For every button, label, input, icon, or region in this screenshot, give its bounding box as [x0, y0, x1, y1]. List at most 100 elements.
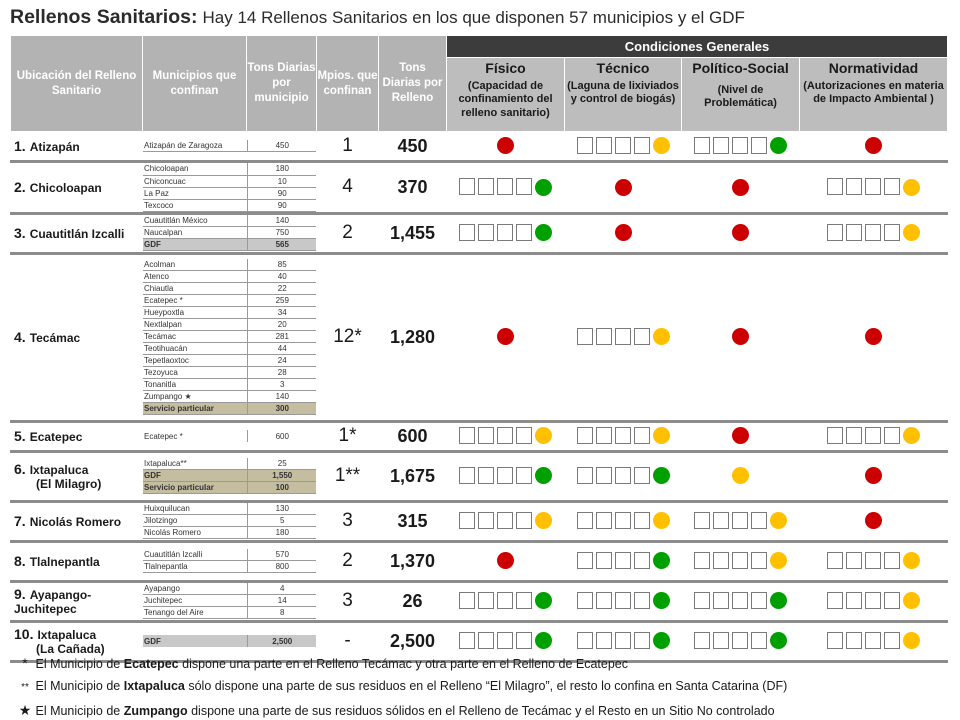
placeholder-box [576, 552, 593, 570]
placeholder-box [478, 224, 494, 242]
tons-relleno: 1,370 [378, 540, 447, 583]
condition-tecnico [564, 500, 682, 543]
municipio-row: Teotihuacán 44 [143, 342, 316, 356]
tons-relleno: 370 [378, 161, 447, 215]
placeholder-boxes [459, 467, 535, 485]
title-sub: Hay 14 Rellenos Sanitarios en los que di… [202, 8, 745, 27]
municipio-tons: 2,500 [247, 635, 316, 647]
placeholder-box [614, 427, 631, 445]
municipio-row: Jilotzingo 5 [143, 514, 316, 528]
landfill-number: 9. [14, 586, 26, 602]
municipio-name: Servicio particular [143, 402, 248, 416]
municipio-name: Chicoloapan [143, 163, 248, 176]
municipio-tons: 22 [247, 282, 316, 296]
municipio-row: Nicolás Romero 180 [143, 526, 316, 538]
placeholder-box [751, 552, 767, 570]
municipio-row: Tezoyuca 28 [143, 366, 316, 380]
municipio-row: GDF 565 [143, 238, 316, 250]
municipio-name: Texcoco [143, 199, 248, 211]
placeholder-boxes [827, 427, 903, 445]
placeholder-box [713, 632, 729, 650]
mpios-count: 2 [316, 212, 379, 255]
municipio-tons: 5 [247, 514, 316, 528]
placeholder-boxes [459, 512, 535, 530]
municipios-list: Chicoloapan 180 Chiconcuac 10 La Paz 90 Texcoc… [142, 161, 317, 215]
status-dot-green [535, 592, 552, 610]
landfill-row: 1. Atizapán Atizapán de Zaragoza 450 1 450 [10, 131, 948, 163]
condition-fisico [446, 252, 565, 423]
mpios-count: 1** [316, 450, 379, 503]
municipio-tons: 25 [247, 457, 316, 471]
landfill-name: Ayapango- Juchitepec [14, 588, 92, 616]
municipio-name: Ayapango [143, 582, 248, 596]
landfill-number: 5. [14, 428, 26, 444]
municipio-name: Ecatepec * [143, 294, 248, 308]
placeholder-boxes [576, 592, 653, 610]
condition-normatividad [799, 620, 948, 663]
municipio-name: Teotihuacán [143, 342, 248, 356]
placeholder-box [694, 137, 710, 155]
placeholder-box [459, 512, 475, 530]
municipio-tons: 24 [247, 354, 316, 368]
condition-politico [681, 540, 800, 583]
footnote-municipio: Zumpango [123, 704, 188, 718]
condition-politico [681, 131, 800, 163]
municipio-tons: 130 [247, 502, 316, 516]
placeholder-boxes [694, 552, 770, 570]
municipio-tons: 10 [247, 175, 316, 188]
municipio-tons: 1,550 [247, 469, 316, 483]
landfill-name: Tecámac [29, 331, 81, 345]
municipio-name: Hueypoxtla [143, 306, 248, 320]
header-politico: Político-Social (Nivel de Problemática) [681, 57, 800, 132]
landfill-location: 2. Chicoloapan [10, 161, 143, 215]
municipio-tons: 3 [247, 378, 316, 392]
municipios-list: Ayapango 4 Juchitepec 14 Tenango del Aire 8 [142, 580, 317, 623]
placeholder-box [478, 632, 494, 650]
footnote-text: dispone una parte en el Relleno Tecámac … [178, 657, 629, 671]
condition-politico [681, 620, 800, 663]
status-dot-yellow [652, 137, 670, 155]
municipio-tons: 180 [247, 163, 316, 176]
placeholder-box [459, 632, 475, 650]
landfill-number: 2. [14, 179, 26, 196]
condition-normatividad [799, 540, 948, 583]
placeholder-box [478, 512, 494, 530]
municipio-row: Chicoloapan 180 [143, 163, 316, 176]
placeholder-box [865, 552, 881, 570]
footnote-text: El Municipio de [35, 679, 124, 693]
placeholder-box [497, 592, 513, 610]
placeholder-box [595, 427, 612, 445]
condition-fisico [446, 212, 565, 255]
municipio-name: Cuautitlán México [143, 214, 248, 228]
tons-relleno: 450 [378, 131, 447, 163]
landfill-row: 7. Nicolás Romero Huixquilucan 130 Jilotzing… [10, 500, 948, 543]
mpios-count: 2 [316, 540, 379, 583]
status-dot-yellow [652, 512, 670, 530]
municipio-tons: 34 [247, 306, 316, 320]
slide-title: Rellenos Sanitarios: Hay 14 Rellenos San… [10, 6, 955, 32]
footnote-text: dispone una parte de sus residuos sólido… [187, 704, 775, 718]
landfill-row: 8. Tlalnepantla Cuautitlán Izcalli 570 Tlaln… [10, 540, 948, 583]
placeholder-box [751, 512, 767, 530]
landfill-number: 10. [14, 626, 34, 642]
placeholder-box [884, 427, 900, 445]
municipio-name: Chiautla [143, 282, 248, 296]
placeholder-box [497, 512, 513, 530]
municipio-tons: 100 [247, 481, 316, 495]
placeholder-box [846, 552, 862, 570]
status-dot-red [614, 178, 632, 196]
placeholder-box [751, 632, 767, 650]
municipio-row: Tlalnepantla 800 [143, 560, 316, 574]
placeholder-box [732, 592, 748, 610]
mpios-count: 12* [316, 252, 379, 423]
placeholder-box [614, 328, 631, 346]
tons-relleno: 1,455 [378, 212, 447, 255]
placeholder-box [497, 427, 513, 445]
landfill-location: 1. Atizapán [10, 131, 143, 163]
placeholder-boxes [827, 592, 903, 610]
status-dot-yellow [652, 328, 670, 346]
placeholder-box [713, 137, 729, 155]
placeholder-boxes [694, 632, 770, 650]
condition-fisico [446, 580, 565, 623]
tons-relleno: 26 [378, 580, 447, 623]
